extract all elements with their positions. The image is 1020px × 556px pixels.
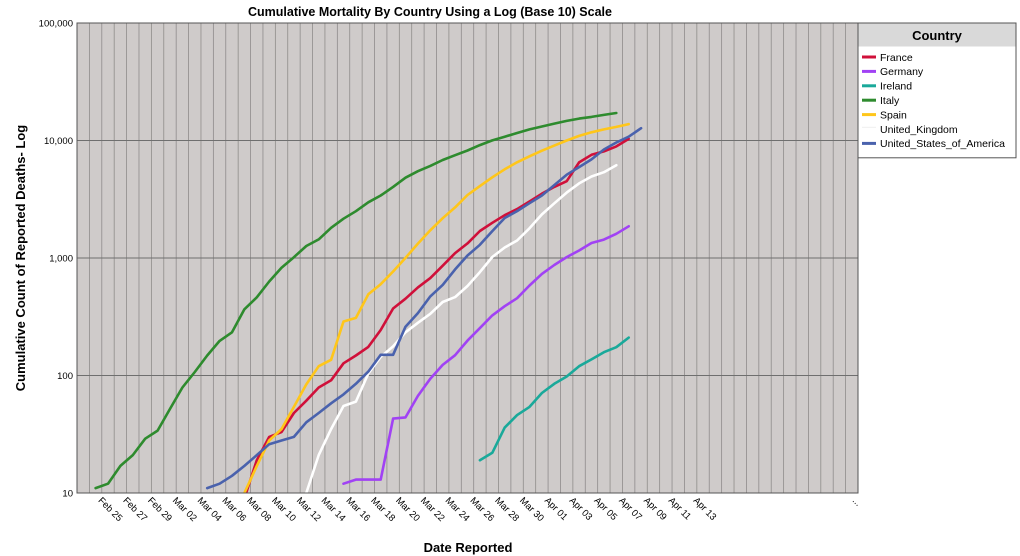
grid-lines (77, 22, 858, 494)
series-line-ireland (478, 336, 631, 462)
chart-title: Cumulative Mortality By Country Using a … (248, 5, 612, 19)
legend-label: Ireland (880, 81, 912, 93)
series-line-united-states-of-america (205, 126, 643, 490)
x-tick-label: Mar 08 (244, 495, 273, 524)
x-tick-label: Apr 09 (641, 495, 669, 523)
y-axis-ticks: 10 100 1,000 10,000 100,000 (39, 19, 73, 500)
x-tick-label: Apr 11 (666, 495, 693, 522)
legend-label: United_States_of_America (880, 138, 1005, 150)
x-tick-label: Feb 25 (96, 495, 125, 524)
x-tick-label: Apr 05 (592, 495, 620, 523)
x-tick-label: Mar 24 (443, 495, 472, 524)
x-tick-label: Mar 16 (344, 495, 373, 524)
x-tick-label: Mar 18 (368, 495, 397, 524)
y-tick-label: 100 (57, 371, 73, 382)
legend-title: Country (912, 28, 963, 43)
series-layer (94, 111, 643, 493)
x-tick-label: Mar 30 (517, 495, 546, 524)
x-tick-label: Feb 27 (120, 495, 149, 524)
x-tick-label: Mar 26 (468, 495, 497, 524)
legend-label: Italy (880, 95, 900, 107)
series-line-spain (243, 122, 631, 493)
x-tick-label: Mar 06 (220, 495, 249, 524)
x-tick-label: Apr 03 (567, 495, 595, 523)
x-tick-label: Mar 04 (195, 495, 224, 524)
x-tick-label: Mar 02 (170, 495, 199, 524)
x-tick-label: Mar 28 (492, 495, 521, 524)
series-line-united-kingdom (304, 163, 618, 493)
legend-header (858, 23, 1016, 47)
x-tick-label: Apr 13 (691, 495, 719, 523)
x-tick-label: Feb 29 (145, 495, 174, 524)
legend-label: France (880, 52, 913, 64)
y-tick-label: 10 (62, 489, 73, 500)
legend-label: United_Kingdom (880, 124, 958, 136)
legend: Country France Germany Ireland Italy Spain Un… (857, 22, 1017, 159)
x-tick-label: Mar 22 (418, 495, 447, 524)
plot-border (76, 22, 859, 494)
legend-label: Germany (880, 66, 924, 78)
y-tick-label: 1,000 (49, 254, 73, 265)
series-line-france (244, 137, 631, 493)
y-tick-label: 10,000 (44, 136, 73, 147)
y-axis-title: Cumulative Count of Reported Deaths- Log (13, 125, 28, 392)
x-tick-label: Apr 07 (616, 495, 644, 523)
x-tick-label: ... (850, 495, 863, 508)
series-line-germany (342, 225, 631, 486)
x-tick-label: Mar 14 (319, 495, 348, 524)
series-line-italy (94, 111, 618, 490)
legend-items: France Germany Ireland Italy Spain United_Kin… (862, 52, 1005, 150)
x-tick-label: Mar 20 (393, 495, 422, 524)
x-tick-label: Mar 10 (269, 495, 298, 524)
legend-label: Spain (880, 109, 907, 121)
x-tick-label: Mar 12 (294, 495, 323, 524)
x-axis-title: Date Reported (424, 540, 513, 555)
x-tick-label: Apr 01 (542, 495, 570, 523)
y-tick-label: 100,000 (39, 19, 73, 30)
